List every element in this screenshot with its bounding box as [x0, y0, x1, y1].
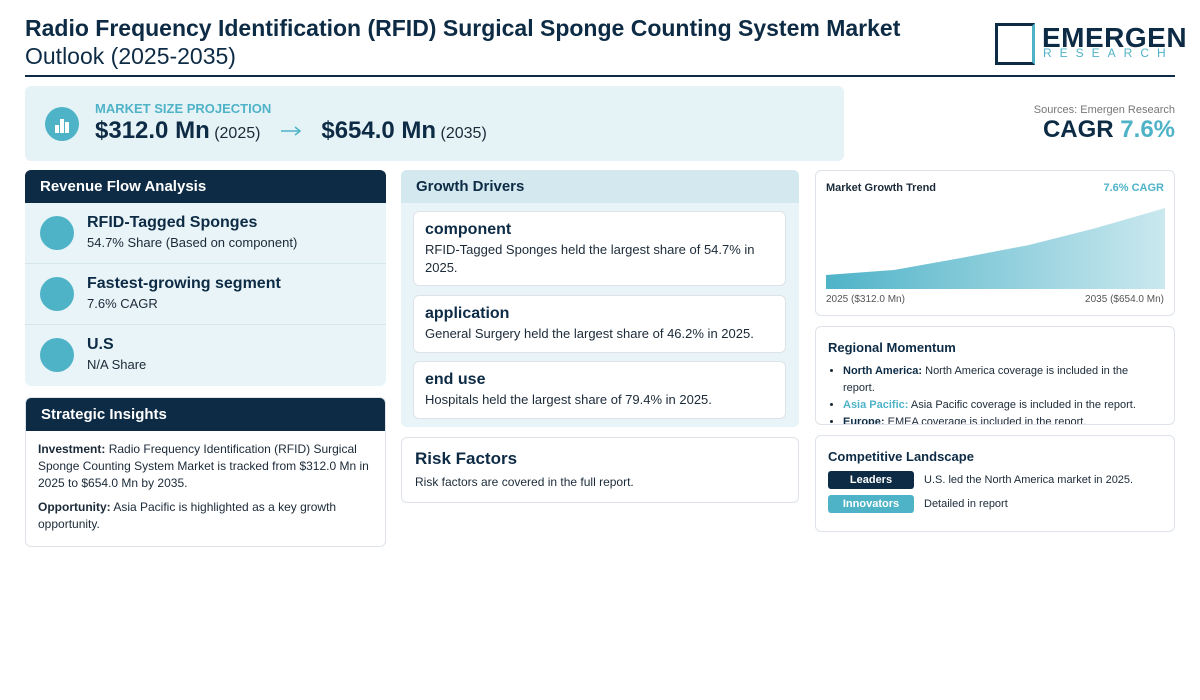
- region-label: Asia Pacific:: [843, 399, 909, 411]
- item-detail: 54.7% Share (Based on component): [87, 235, 298, 250]
- cagr-value: 7.6%: [1120, 116, 1175, 143]
- insight: Opportunity: Asia Pacific is highlighted…: [38, 499, 373, 533]
- strategic-insights: Strategic Insights Investment: Radio Fre…: [25, 397, 386, 547]
- competitive-title: Competitive Landscape: [828, 449, 974, 464]
- subtitle: Outlook (2025-2035): [25, 43, 236, 69]
- regional-title: Regional Momentum: [828, 340, 956, 355]
- driver-card: end use Hospitals held the largest share …: [413, 361, 786, 419]
- risk-title: Risk Factors: [415, 449, 518, 468]
- trend-cagr: 7.6% CAGR: [1103, 182, 1164, 194]
- landscape-row: Leaders U.S. led the North America market…: [828, 471, 1162, 489]
- revenue-flow: Revenue Flow Analysis RFID-Tagged Sponge…: [25, 170, 386, 386]
- growth-drivers: Growth Drivers component RFID-Tagged Spon…: [401, 170, 799, 427]
- item-title: Fastest-growing segment: [87, 275, 281, 292]
- region-label: Europe:: [843, 416, 885, 425]
- region-text: Asia Pacific coverage is included in the…: [910, 399, 1136, 411]
- driver-title: end use: [425, 371, 486, 388]
- driver-text: RFID-Tagged Sponges held the largest sha…: [425, 242, 755, 275]
- insight-label: Investment:: [38, 442, 106, 456]
- flow-item: U.S N/A Share: [25, 325, 386, 385]
- regional-momentum: Regional Momentum North America: North A…: [815, 326, 1175, 425]
- area: [826, 208, 1165, 289]
- insight-label: Opportunity:: [38, 500, 111, 514]
- driver-card: application General Surgery held the larg…: [413, 295, 786, 353]
- region-text: North America coverage is included in th…: [843, 365, 1129, 394]
- icon: [55, 119, 69, 133]
- competitive-landscape: Competitive Landscape Leaders U.S. led th…: [815, 435, 1175, 532]
- trend-start: 2025 ($312.0 Mn): [826, 294, 905, 305]
- trend-area: [826, 208, 1165, 289]
- projection-box: MARKET SIZE PROJECTION $312.0 Mn (2025) …: [25, 86, 844, 161]
- end-year: (2035): [440, 125, 487, 142]
- projection-label: MARKET SIZE PROJECTION: [95, 101, 272, 116]
- item-detail: N/A Share: [87, 357, 147, 372]
- landscape-text: Detailed in report: [924, 498, 1008, 510]
- region-item: Europe: EMEA coverage is included in the…: [843, 414, 1162, 425]
- driver-text: General Surgery held the largest share o…: [425, 326, 754, 341]
- divider: [25, 75, 1175, 77]
- flow-item: Fastest-growing segment 7.6% CAGR: [25, 264, 386, 325]
- cagr-label: CAGR: [1042, 116, 1114, 143]
- panel-header: Strategic Insights: [26, 398, 385, 431]
- insight: Investment: Radio Frequency Identificati…: [38, 441, 373, 492]
- region-item: Asia Pacific: Asia Pacific coverage is i…: [843, 397, 1162, 414]
- driver-text: Hospitals held the largest share of 79.4…: [425, 392, 712, 407]
- item-icon: [40, 338, 74, 372]
- logo-subtext: RESEARCH: [1043, 46, 1174, 60]
- landscape-text: U.S. led the North America market in 202…: [924, 474, 1134, 486]
- trend-title: Market Growth Trend: [826, 182, 937, 194]
- start-value: $312.0 Mn: [95, 117, 210, 144]
- item-icon: [40, 277, 74, 311]
- badge: Innovators: [828, 495, 914, 513]
- start-year: (2025): [214, 125, 261, 142]
- flow-item: RFID-Tagged Sponges 54.7% Share (Based on…: [25, 203, 386, 264]
- driver-title: application: [425, 305, 510, 322]
- item-detail: 7.6% CAGR: [87, 296, 158, 311]
- chart-icon: [45, 107, 79, 141]
- panel-header: Growth Drivers: [401, 170, 799, 203]
- logo-mark: [995, 23, 1035, 65]
- risk-factors: Risk Factors Risk factors are covered in…: [401, 437, 799, 503]
- region-text: EMEA coverage is included in the report.: [887, 416, 1087, 425]
- driver-card: component RFID-Tagged Sponges held the la…: [413, 211, 786, 286]
- item-title: RFID-Tagged Sponges: [87, 214, 258, 231]
- item-icon: [40, 216, 74, 250]
- item-title: U.S: [87, 336, 114, 353]
- projection-values: $312.0 Mn (2025) $654.0 Mn (2035): [95, 117, 487, 145]
- panel-header: Revenue Flow Analysis: [25, 170, 386, 203]
- insight-text: Asia Pacific is highlighted as a key gro…: [38, 500, 337, 531]
- driver-title: component: [425, 221, 512, 238]
- risk-text: Risk factors are covered in the full rep…: [415, 475, 634, 489]
- title: Radio Frequency Identification (RFID) Su…: [25, 15, 901, 41]
- trend: Market Growth Trend 7.6% CAGR 2025 ($312…: [815, 170, 1175, 316]
- trend-end: 2035 ($654.0 Mn): [1085, 294, 1164, 305]
- sources: Sources: Emergen Research: [1033, 104, 1175, 116]
- landscape-row: Innovators Detailed in report: [828, 495, 1162, 513]
- region-label: North America:: [843, 365, 923, 377]
- arrow: [280, 126, 302, 136]
- badge: Leaders: [828, 471, 914, 489]
- logo-text: EMERGEN: [1042, 22, 1188, 53]
- end-value: $654.0 Mn: [321, 117, 437, 144]
- cagr: CAGR 7.6%: [1043, 116, 1175, 144]
- region-item: North America: North America coverage is…: [843, 363, 1162, 397]
- insight-text: Radio Frequency Identification (RFID) Su…: [38, 442, 369, 490]
